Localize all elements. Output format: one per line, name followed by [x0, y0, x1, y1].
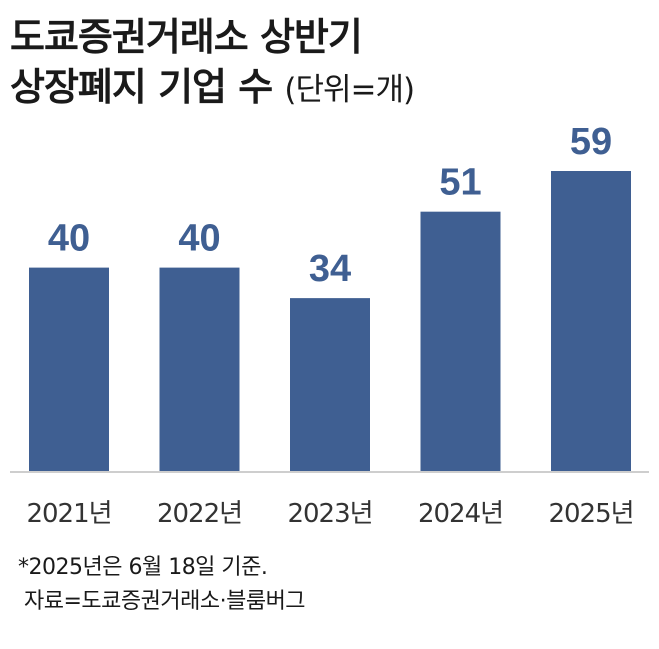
bar-value-label: 34 [309, 248, 351, 290]
bar [551, 171, 631, 471]
x-tick-label: 2023년 [287, 499, 372, 529]
x-tick-label: 2022년 [157, 499, 242, 529]
chart-title-line-2: 상장폐지 기업 수 (단위=개) [10, 62, 415, 115]
chart-title-line-1: 도쿄증권거래소 상반기 [10, 15, 363, 59]
footnote-note: *2025년은 6월 18일 기준. [18, 555, 268, 580]
bar-value-label: 40 [48, 218, 90, 260]
bar [420, 211, 501, 471]
bar-value-label: 51 [439, 162, 481, 204]
x-tick-label: 2021년 [26, 499, 111, 529]
x-tick-label: 2025년 [548, 499, 633, 529]
bar [290, 298, 370, 471]
bar-value-label: 59 [570, 121, 612, 163]
bar-value-label: 40 [178, 218, 220, 260]
bar [29, 267, 109, 471]
chart-unit-label: (단위=개) [284, 72, 415, 108]
footnote-source: 자료=도쿄증권거래소·블룸버그 [24, 589, 306, 614]
x-tick-label: 2024년 [418, 499, 503, 529]
chart-title-line-2-text: 상장폐지 기업 수 [10, 65, 273, 109]
footnote: *2025년은 6월 18일 기준. 자료=도쿄증권거래소·블룸버그 [18, 551, 306, 619]
bar [159, 267, 240, 471]
chart-title: 도쿄증권거래소 상반기 상장폐지 기업 수 (단위=개) [10, 12, 415, 115]
